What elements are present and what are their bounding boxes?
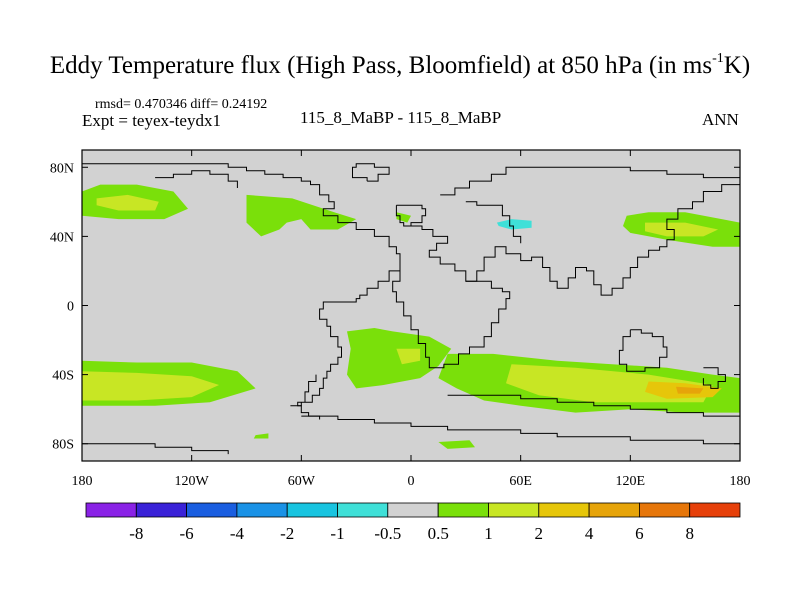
colorbar-label-5: -0.5 <box>374 524 401 543</box>
comparison-label: 115_8_MaBP - 115_8_MaBP <box>300 108 502 127</box>
colorbar-swatch-0 <box>85 502 137 518</box>
title-main: Eddy Temperature flux (High Pass, Bloomf… <box>49 52 713 79</box>
x-tick-label-1: 120W <box>175 474 210 489</box>
contour-region-8 <box>82 371 220 401</box>
contour-region-4 <box>496 219 532 230</box>
colorbar-swatch-4 <box>286 502 338 518</box>
coastline-10 <box>290 405 321 420</box>
colorbar-swatch-9 <box>538 502 590 518</box>
y-tick-label-0: 80N <box>50 161 74 176</box>
colorbar-label-7: 1 <box>484 524 493 543</box>
x-tick-label-4: 60E <box>509 474 532 489</box>
colorbar: -8 -6 -4 -2 -1 -0.5 0.5 1 2 4 6 8 <box>85 502 741 543</box>
y-tick-label-1: 40N <box>50 230 74 245</box>
colorbar-label-0: -8 <box>129 524 143 543</box>
coastline-11 <box>702 367 726 389</box>
colorbar-label-8: 2 <box>535 524 544 543</box>
chart-title: Eddy Temperature flux (High Pass, Bloomf… <box>0 50 800 80</box>
experiment-label: Expt = teyex-teydx1 <box>82 111 221 130</box>
colorbar-swatch-2 <box>186 502 238 518</box>
colorbar-swatch-5 <box>337 502 389 518</box>
x-tick-label-3: 0 <box>408 474 415 489</box>
colorbar-swatch-11 <box>639 502 691 518</box>
coastline-8 <box>447 394 740 420</box>
title-superscript: -1 <box>712 50 724 66</box>
stats-label: rmsd= 0.470346 diff= 0.24192 <box>95 97 268 112</box>
x-tick-label-5: 120E <box>616 474 646 489</box>
axis-ticks: 180 120W 60W 0 60E 120E 180 80N 40N 0 40S 80S <box>50 150 751 489</box>
coastline-7 <box>352 163 390 182</box>
colorbar-swatch-1 <box>135 502 188 518</box>
colorbar-label-9: 4 <box>585 524 594 543</box>
x-tick-label-0: 180 <box>72 474 93 489</box>
coastline-13 <box>82 443 229 455</box>
contour-region-2 <box>246 194 357 237</box>
coastline-12 <box>618 329 668 372</box>
x-tick-label-2: 60W <box>288 474 316 489</box>
coastline-2 <box>392 225 511 369</box>
coastline-4 <box>155 170 238 188</box>
coastline-0 <box>82 163 401 407</box>
contour-region-10 <box>396 348 421 365</box>
y-tick-label-2: 0 <box>67 300 74 315</box>
colorbar-swatch-3 <box>236 502 288 518</box>
coastline-5 <box>440 166 740 196</box>
colorbar-swatch-8 <box>488 502 540 518</box>
contour-region-1 <box>96 194 159 211</box>
coastline-1 <box>395 204 427 227</box>
colorbar-label-10: 6 <box>635 524 644 543</box>
colorbar-label-6: 0.5 <box>428 524 449 543</box>
y-tick-label-4: 80S <box>52 438 74 453</box>
colorbar-swatch-6 <box>387 502 439 518</box>
x-tick-label-6: 180 <box>730 474 751 489</box>
coastlines <box>82 163 740 455</box>
colorbar-swatch-10 <box>588 502 640 518</box>
coastline-6 <box>465 201 522 244</box>
contour-regions <box>82 184 740 449</box>
contour-region-14 <box>676 386 704 394</box>
contour-region-6 <box>645 222 719 237</box>
season-label: ANN <box>702 110 739 129</box>
colorbar-swatch-12 <box>689 502 741 518</box>
colorbar-label-3: -2 <box>280 524 294 543</box>
colorbar-label-4: -1 <box>330 524 344 543</box>
colorbar-label-1: -6 <box>180 524 194 543</box>
contour-region-16 <box>438 440 475 449</box>
coastline-9 <box>301 415 740 445</box>
colorbar-label-2: -4 <box>230 524 245 543</box>
contour-region-15 <box>253 433 269 439</box>
title-tail: K) <box>723 52 751 79</box>
map-background <box>82 150 740 461</box>
colorbar-label-11: 8 <box>685 524 694 543</box>
coastline-3 <box>465 181 740 296</box>
colorbar-swatch-7 <box>437 502 489 518</box>
y-tick-label-3: 40S <box>52 369 74 384</box>
